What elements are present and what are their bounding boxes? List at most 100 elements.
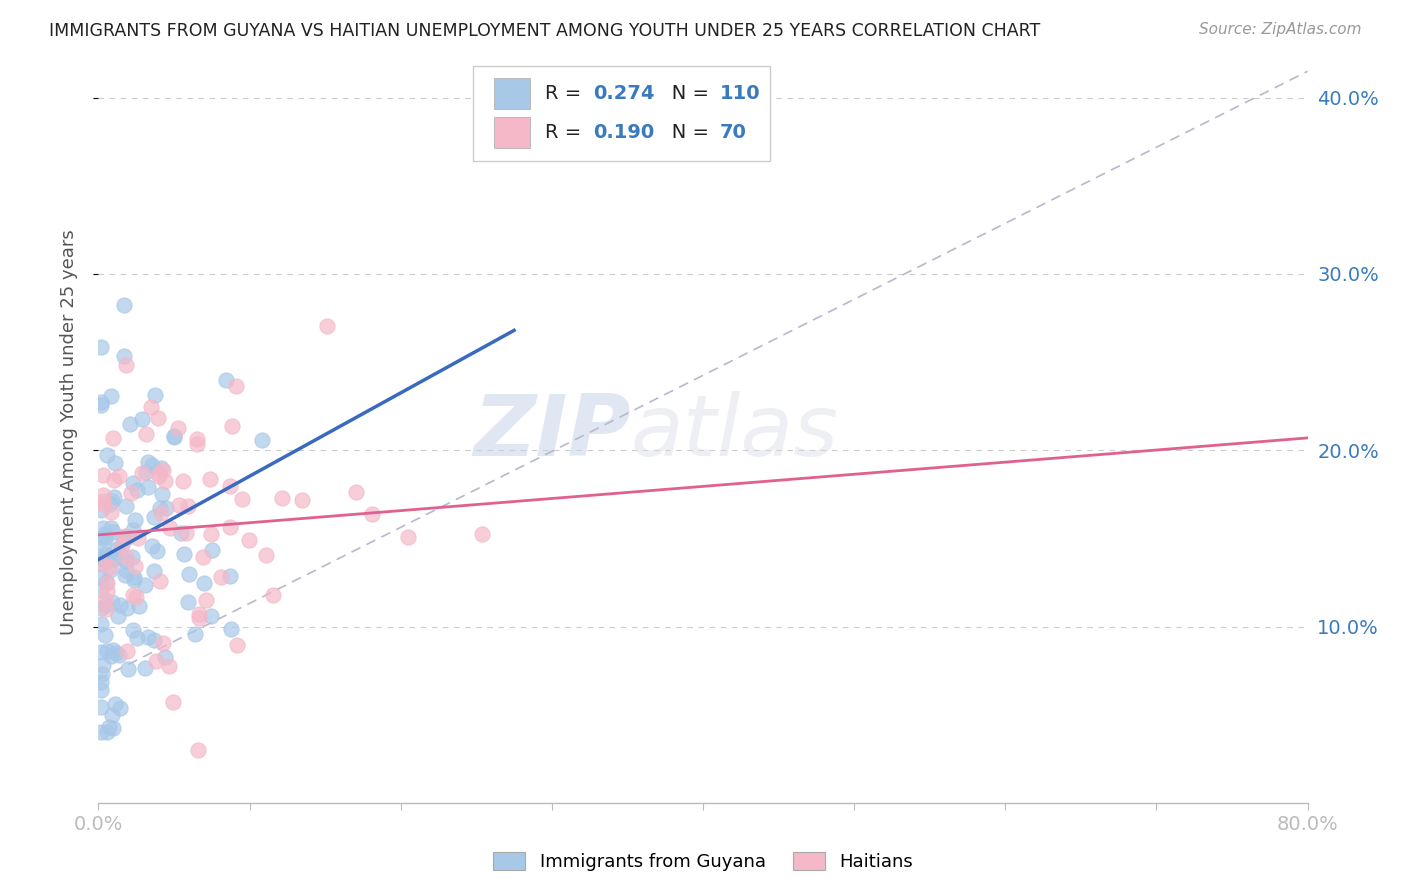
Point (114, 529, 136, 543)
Point (149, 574, 172, 588)
Point (124, 558, 146, 573)
Point (145, 544, 167, 558)
Point (100, 649, 122, 664)
Point (94, 628, 117, 642)
Point (162, 430, 184, 444)
Point (173, 548, 195, 562)
Point (110, 539, 132, 553)
Point (97, 553, 120, 567)
Point (150, 486, 173, 500)
Point (101, 594, 124, 608)
Point (149, 460, 172, 475)
Point (195, 593, 218, 607)
Point (110, 700, 132, 714)
Point (157, 659, 180, 673)
Point (94, 599, 117, 613)
Point (90, 700, 112, 714)
Point (96, 449, 118, 463)
Point (163, 429, 186, 443)
Point (152, 463, 174, 477)
Point (90, 600, 112, 615)
Point (184, 627, 207, 641)
Point (200, 608, 222, 623)
Point (117, 662, 139, 676)
Point (98, 720, 121, 734)
Text: ZIP: ZIP (472, 391, 630, 475)
Point (136, 630, 159, 644)
Point (291, 492, 314, 507)
Text: IMMIGRANTS FROM GUYANA VS HAITIAN UNEMPLOYMENT AMONG YOUTH UNDER 25 YEARS CORREL: IMMIGRANTS FROM GUYANA VS HAITIAN UNEMPL… (49, 22, 1040, 40)
Point (153, 650, 176, 665)
FancyBboxPatch shape (494, 78, 530, 109)
Point (114, 563, 136, 577)
Point (170, 525, 193, 540)
Point (143, 388, 166, 402)
Point (91, 532, 114, 546)
Point (122, 573, 145, 587)
Point (396, 530, 419, 544)
Point (231, 491, 253, 506)
Point (94, 575, 117, 590)
Point (91, 497, 114, 511)
Point (100, 389, 122, 403)
Point (155, 501, 177, 516)
Point (271, 491, 294, 505)
Point (112, 298, 135, 312)
Point (150, 506, 173, 520)
Point (100, 521, 122, 535)
Point (128, 599, 150, 613)
Point (107, 609, 129, 624)
Point (166, 421, 188, 435)
Point (262, 588, 284, 602)
Point (135, 465, 157, 479)
Point (121, 476, 143, 491)
Point (94, 593, 117, 607)
Point (90, 557, 112, 571)
Point (136, 480, 159, 494)
Text: 70: 70 (720, 123, 747, 143)
FancyBboxPatch shape (494, 117, 530, 148)
Point (90, 725, 112, 739)
Point (91, 666, 114, 681)
Point (94, 526, 117, 541)
Point (134, 661, 156, 675)
Point (94, 530, 117, 544)
Point (100, 497, 122, 511)
Point (96, 575, 118, 590)
Point (90, 340, 112, 354)
Point (344, 484, 367, 499)
Text: 110: 110 (720, 84, 761, 103)
Text: N =: N = (654, 123, 716, 143)
Point (159, 520, 181, 534)
Point (101, 721, 124, 735)
Point (91, 551, 114, 566)
Point (219, 569, 242, 583)
Point (101, 494, 124, 508)
Point (225, 638, 247, 652)
Point (115, 553, 138, 567)
Point (141, 458, 163, 472)
Point (96, 583, 118, 598)
Point (90, 675, 112, 690)
Point (122, 570, 145, 584)
Point (93, 553, 115, 567)
Text: R =: R = (544, 84, 588, 103)
Point (143, 633, 166, 648)
Point (124, 513, 146, 527)
Point (169, 498, 191, 512)
Point (149, 500, 172, 515)
Point (90, 617, 112, 632)
Point (111, 538, 134, 552)
Point (125, 483, 148, 497)
Point (120, 486, 142, 500)
Point (215, 373, 238, 387)
Point (221, 419, 243, 434)
Point (91, 657, 114, 672)
Point (90, 398, 112, 412)
Point (101, 708, 124, 723)
Point (188, 611, 211, 625)
Point (108, 648, 131, 663)
Point (134, 577, 156, 591)
Point (316, 318, 339, 333)
Point (187, 743, 209, 757)
